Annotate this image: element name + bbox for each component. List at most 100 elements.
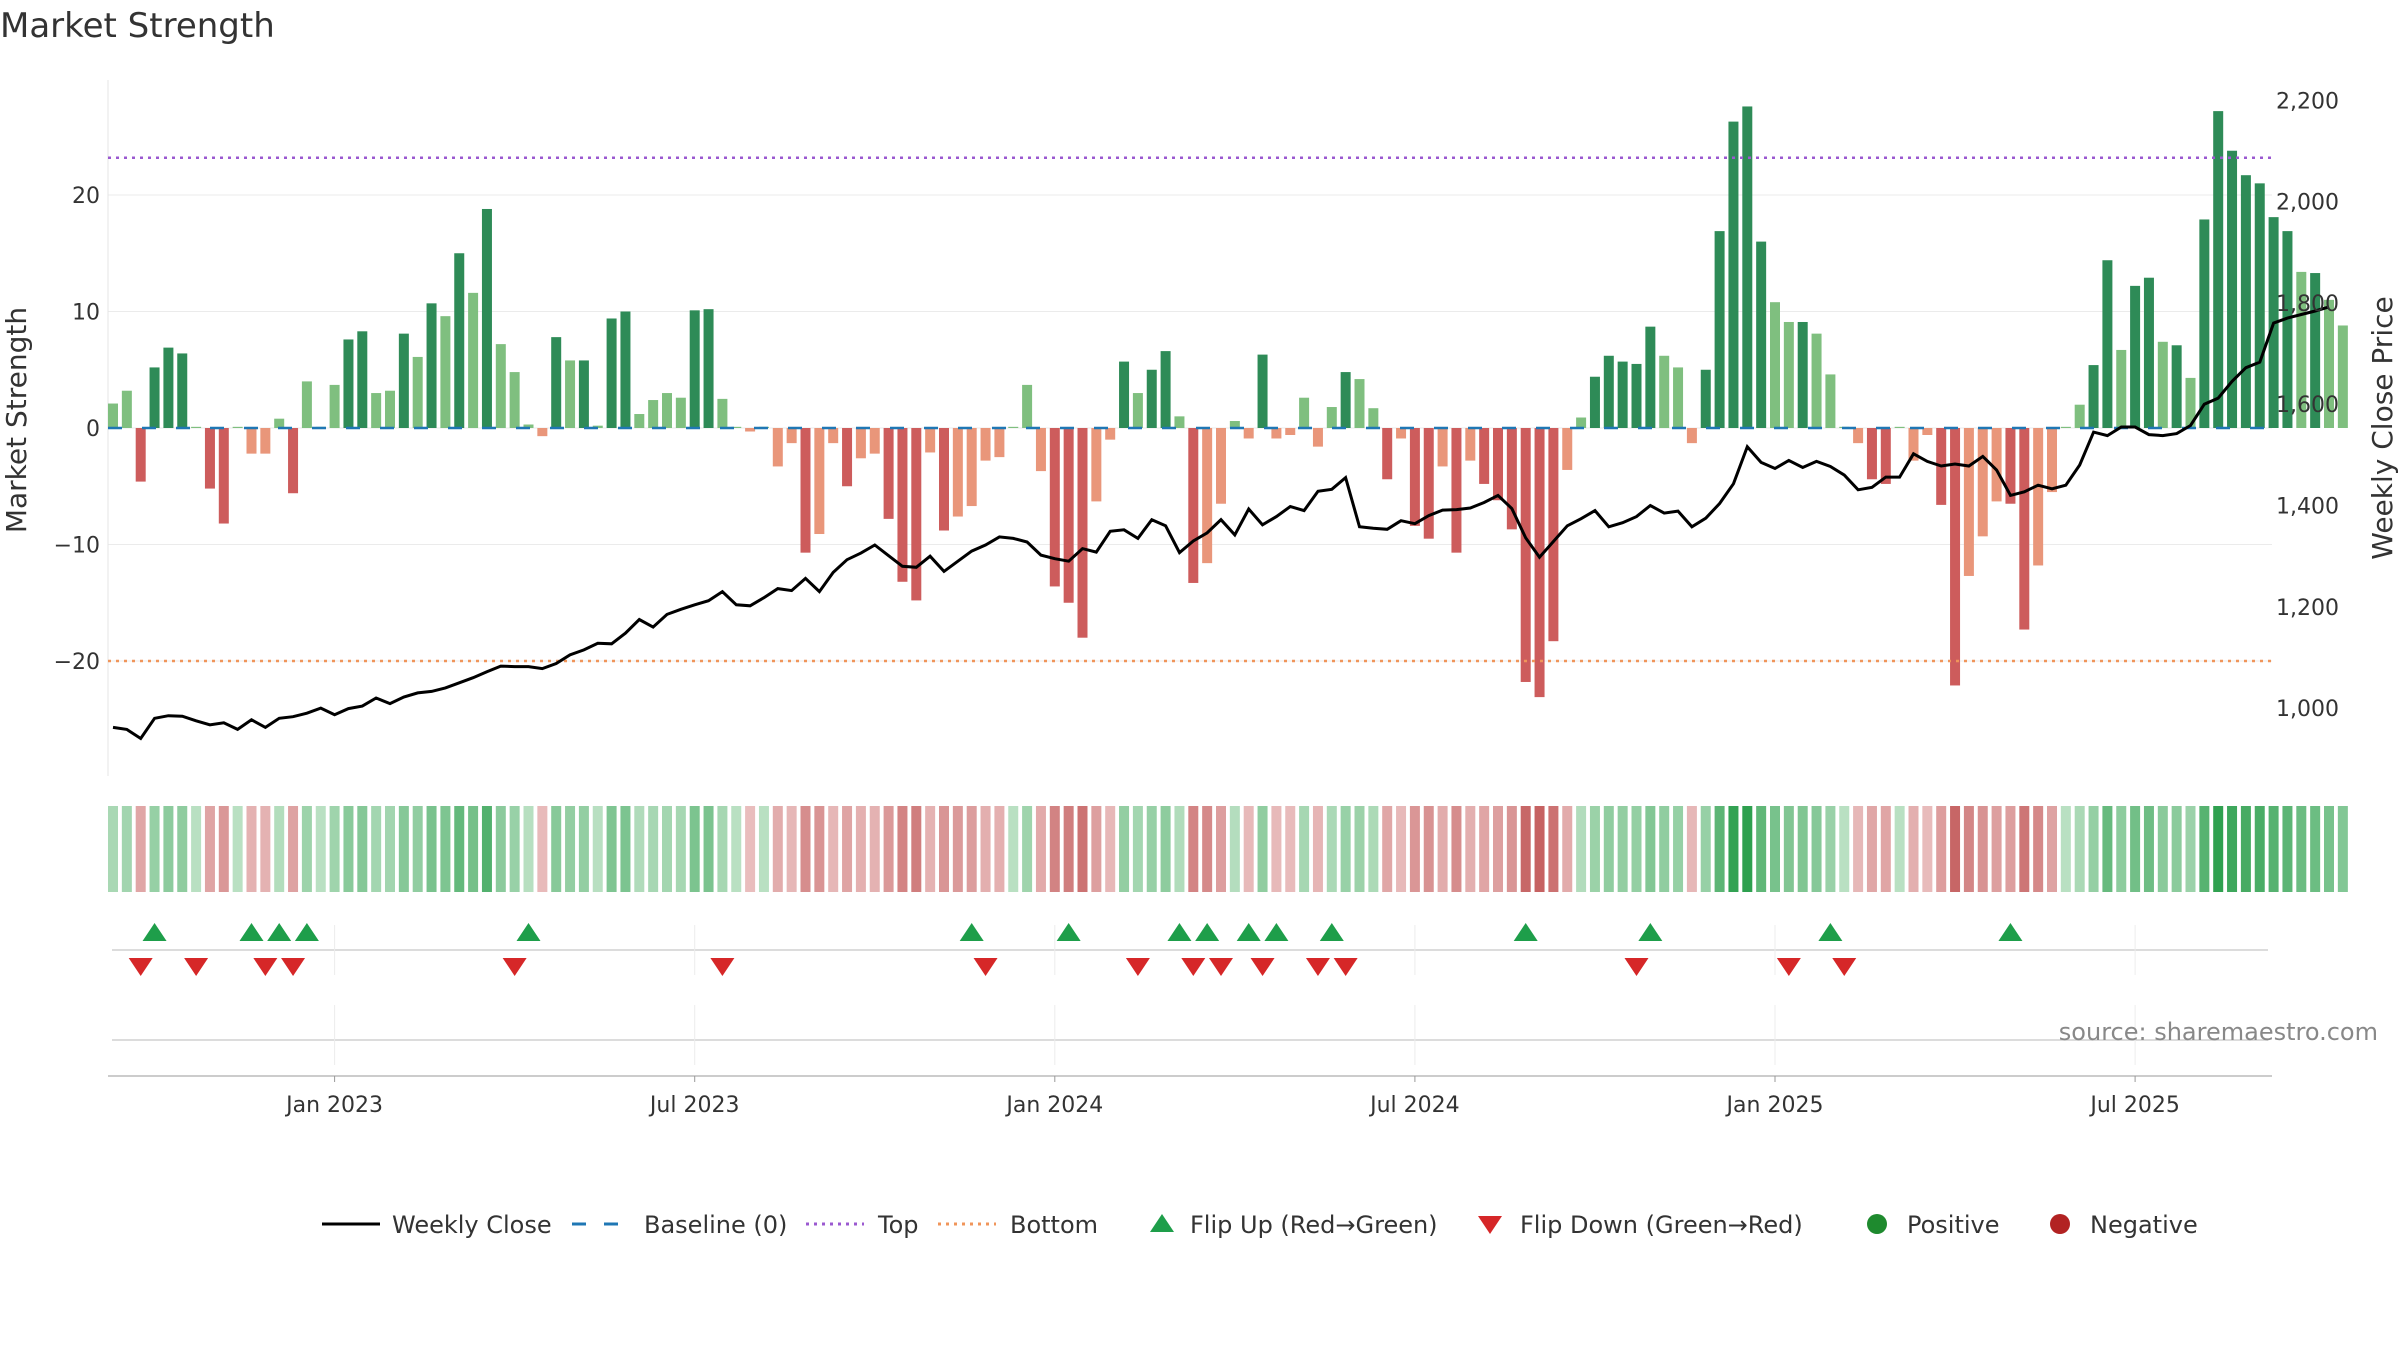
strength-heat-strip [108, 806, 2348, 892]
heat-cell [357, 806, 368, 892]
strength-bar [468, 292, 479, 428]
weekly-close-line [112, 305, 2330, 741]
heat-cell [1326, 806, 1337, 892]
strength-bar [1382, 428, 1393, 480]
strength-bar [537, 428, 548, 437]
heat-cell [1520, 806, 1531, 892]
strength-bar [800, 428, 811, 553]
strength-bar [565, 360, 576, 428]
heat-cell [911, 806, 922, 892]
strength-bar [1091, 428, 1102, 502]
strength-bar [745, 428, 756, 432]
strength-bar [634, 414, 645, 428]
heat-cell [2088, 806, 2099, 892]
x-tick-label: Jan 2023 [284, 1093, 383, 1118]
heat-cell [855, 806, 866, 892]
strength-bar [1866, 428, 1877, 480]
heat-cell [1132, 806, 1143, 892]
strength-bar [2240, 175, 2251, 428]
heat-cell [1396, 806, 1407, 892]
strength-bar [1409, 428, 1420, 526]
heat-cell [412, 806, 423, 892]
heat-cell [869, 806, 880, 892]
strength-bar [2116, 349, 2127, 428]
strength-bar [1673, 367, 1684, 428]
flip-up-marker [516, 923, 541, 941]
heat-cell [1922, 806, 1933, 892]
heat-cell [1243, 806, 1254, 892]
heat-cell [2199, 806, 2210, 892]
strength-bar [2282, 231, 2293, 428]
heat-cell [1063, 806, 1074, 892]
heat-cell [897, 806, 908, 892]
heat-cell [1188, 806, 1199, 892]
strength-bar [1202, 428, 1213, 564]
strength-bar [1534, 428, 1545, 698]
strength-bar [2074, 404, 2085, 428]
strength-bar [925, 428, 936, 453]
strength-bar [2324, 299, 2334, 428]
left-tick-label: 20 [72, 184, 100, 209]
heat-cell [2074, 806, 2085, 892]
heat-cell [1340, 806, 1351, 892]
heat-cell [1991, 806, 2002, 892]
heat-cell [1631, 806, 1642, 892]
flip-down-marker [1333, 958, 1358, 976]
strength-bar [1437, 428, 1448, 467]
heat-cell [218, 806, 229, 892]
left-tick-label: 0 [86, 417, 100, 442]
legend-item: Bottom [938, 1211, 1098, 1239]
strength-bar [842, 428, 853, 487]
heat-cell [1562, 806, 1573, 892]
flip-down-marker [1305, 958, 1330, 976]
heat-cell [2337, 806, 2348, 892]
strength-bar [1700, 369, 1711, 428]
right-axis-title: Weekly Close Price [2366, 296, 2399, 559]
flip-up-marker [1195, 923, 1220, 941]
strength-bar [2102, 260, 2113, 428]
heat-cell [274, 806, 285, 892]
strength-bar [1299, 397, 1310, 428]
strength-bar [301, 381, 312, 428]
heat-cell [2019, 806, 2030, 892]
flip-down-marker [1832, 958, 1857, 976]
heat-cell [1119, 806, 1130, 892]
strength-bar [2157, 341, 2168, 428]
heat-cell [814, 806, 825, 892]
heat-cell [468, 806, 479, 892]
heat-cell [2240, 806, 2251, 892]
heat-cell [440, 806, 451, 892]
left-y-axis: 20 10 0 −10 −20 [54, 184, 100, 675]
strength-bar [897, 428, 908, 582]
heat-cell [2310, 806, 2321, 892]
heat-cell [495, 806, 506, 892]
strength-bar [1963, 428, 1974, 576]
strength-bar [1617, 361, 1628, 428]
strength-bar [1188, 428, 1199, 583]
strength-bar [191, 426, 202, 428]
flip-up-marker [1167, 923, 1192, 941]
heat-cell [648, 806, 659, 892]
strength-bar [357, 331, 368, 428]
heat-cell [1811, 806, 1822, 892]
legend-label: Weekly Close [392, 1211, 552, 1239]
heat-cell [2060, 806, 2071, 892]
legend-item: Negative [2050, 1211, 2198, 1239]
heat-cell [966, 806, 977, 892]
strength-bar [412, 356, 423, 428]
strength-bar [1340, 372, 1351, 428]
strength-bar [717, 398, 728, 428]
heat-cell [509, 806, 520, 892]
strength-bar [2199, 219, 2210, 428]
heat-cell [1382, 806, 1393, 892]
strength-bar [495, 344, 506, 428]
heat-cell [329, 806, 340, 892]
strength-bar [274, 418, 285, 428]
strength-bar [1548, 428, 1559, 642]
heat-cell [2130, 806, 2141, 892]
strength-bar [675, 397, 686, 428]
strength-bar [1783, 321, 1794, 428]
left-tick-label: −20 [54, 650, 100, 675]
heat-cell [1049, 806, 1060, 892]
heat-cell [2033, 806, 2044, 892]
